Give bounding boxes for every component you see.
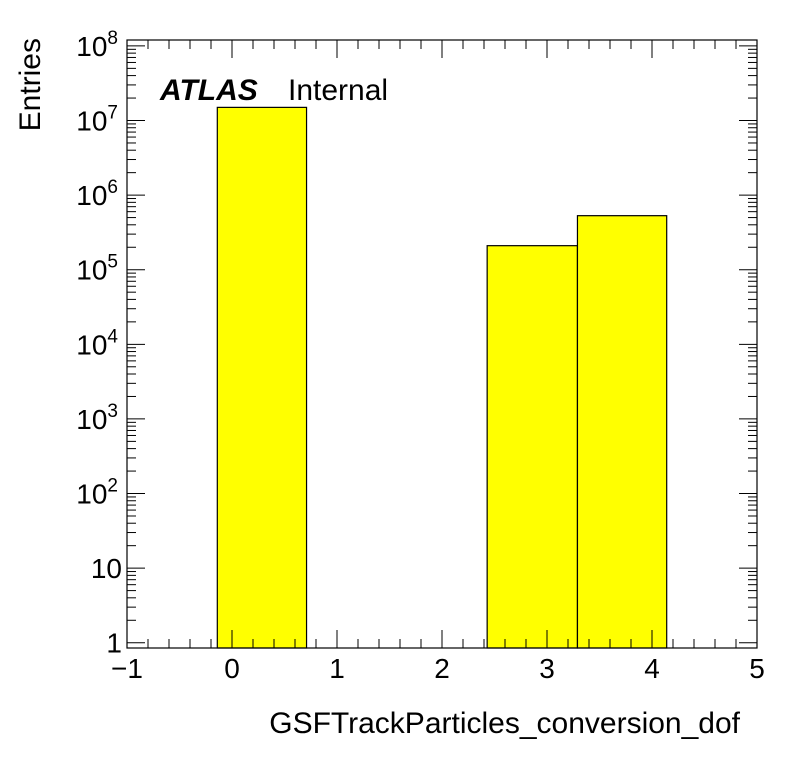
histogram-bar-0 (216, 106, 308, 649)
atlas-label: ATLAS (159, 74, 258, 107)
y-axis-title: Entries (14, 38, 47, 131)
y-tick-label: 105 (76, 252, 118, 286)
y-tick-label: 107 (76, 103, 118, 137)
y-tick-label: 104 (76, 326, 118, 360)
x-tick-label: −1 (111, 653, 143, 684)
y-tick-label: 10 (91, 553, 122, 584)
axis-ticks (126, 40, 758, 648)
x-tick-label: 1 (329, 653, 345, 684)
y-tick-label: 106 (76, 177, 118, 211)
internal-label: Internal (288, 74, 388, 107)
x-tick-label: 5 (749, 653, 765, 684)
y-tick-label: 1 (106, 628, 122, 659)
y-tick-label: 103 (76, 401, 118, 435)
x-tick-label: 2 (434, 653, 450, 684)
histogram-bars (216, 106, 668, 649)
y-tick-labels: 1 10 102 103 104 105 106 107 108 (76, 28, 122, 659)
x-axis-title: GSFTrackParticles_conversion_dof (269, 707, 740, 740)
y-tick-label: 102 (76, 476, 118, 510)
x-tick-label: 0 (224, 653, 240, 684)
histogram-bar-1 (486, 245, 579, 649)
x-tick-labels: −1 0 1 2 3 4 5 (111, 653, 765, 684)
x-tick-label: 4 (644, 653, 660, 684)
y-tick-label: 108 (76, 28, 118, 62)
histogram-bar-2 (576, 215, 668, 649)
x-tick-label: 3 (539, 653, 555, 684)
